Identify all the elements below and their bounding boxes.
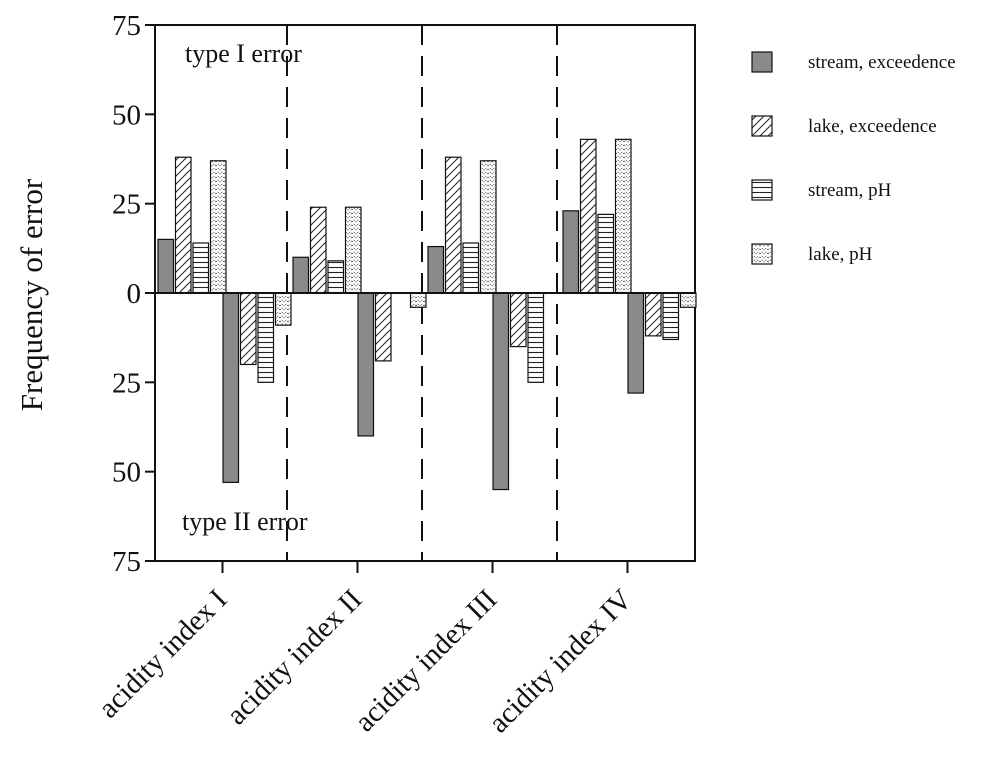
bar-type-i [462, 242, 480, 294]
bar-type-i [444, 156, 462, 294]
legend-swatch [751, 51, 773, 73]
bar-type-i [344, 206, 362, 294]
annotation-type-ii-error: type II error [182, 507, 308, 536]
bar-type-ii [274, 292, 292, 326]
bar-type-ii [527, 292, 545, 383]
category-label: acidity index I [92, 583, 233, 724]
y-tick-label: 75 [112, 546, 141, 578]
category-label: acidity index IV [483, 583, 639, 739]
legend-label: stream, pH [808, 180, 892, 201]
bar-type-i [292, 256, 310, 294]
legend-swatch [751, 179, 773, 201]
bar-type-ii [239, 292, 257, 366]
bar-type-i [597, 213, 615, 294]
y-tick-label: 50 [112, 99, 141, 131]
legend-label: lake, pH [808, 244, 873, 265]
legend-label: stream, exceedence [808, 52, 956, 73]
bar-type-ii [357, 292, 375, 437]
legend-label: lake, exceedence [808, 116, 937, 137]
bar-type-i [479, 160, 497, 294]
y-tick-label: 25 [112, 189, 141, 221]
bar-type-ii [257, 292, 275, 383]
bar-type-i [192, 242, 210, 294]
y-tick-label: 0 [127, 278, 142, 310]
annotation-type-i-error: type I error [185, 39, 302, 68]
legend-swatch [751, 243, 773, 265]
bar-type-i [174, 156, 192, 294]
bar-type-ii [222, 292, 240, 483]
bar-type-i [562, 210, 580, 294]
bar-type-i [157, 238, 175, 294]
y-tick-label: 25 [112, 367, 141, 399]
bar-type-i [579, 138, 597, 294]
bar-type-ii [492, 292, 510, 491]
bar-type-ii [509, 292, 527, 348]
category-label: acidity index III [349, 583, 504, 738]
category-label: acidity index II [221, 583, 369, 731]
y-tick-label: 50 [112, 457, 141, 489]
bar-type-ii [679, 292, 697, 308]
bar-type-i [327, 260, 345, 294]
bar-type-ii [644, 292, 662, 337]
bar-type-ii [627, 292, 645, 394]
y-axis-label: Frequency of error [14, 178, 49, 411]
bar-type-ii [409, 292, 427, 308]
y-tick-label: 75 [112, 10, 141, 42]
bar-type-i [209, 160, 227, 294]
legend-swatch [751, 115, 773, 137]
bar-type-ii [662, 292, 680, 341]
bar-type-ii [374, 292, 392, 362]
bar-type-i [427, 245, 445, 294]
bar-type-i [614, 138, 632, 294]
bar-type-i [309, 206, 327, 294]
